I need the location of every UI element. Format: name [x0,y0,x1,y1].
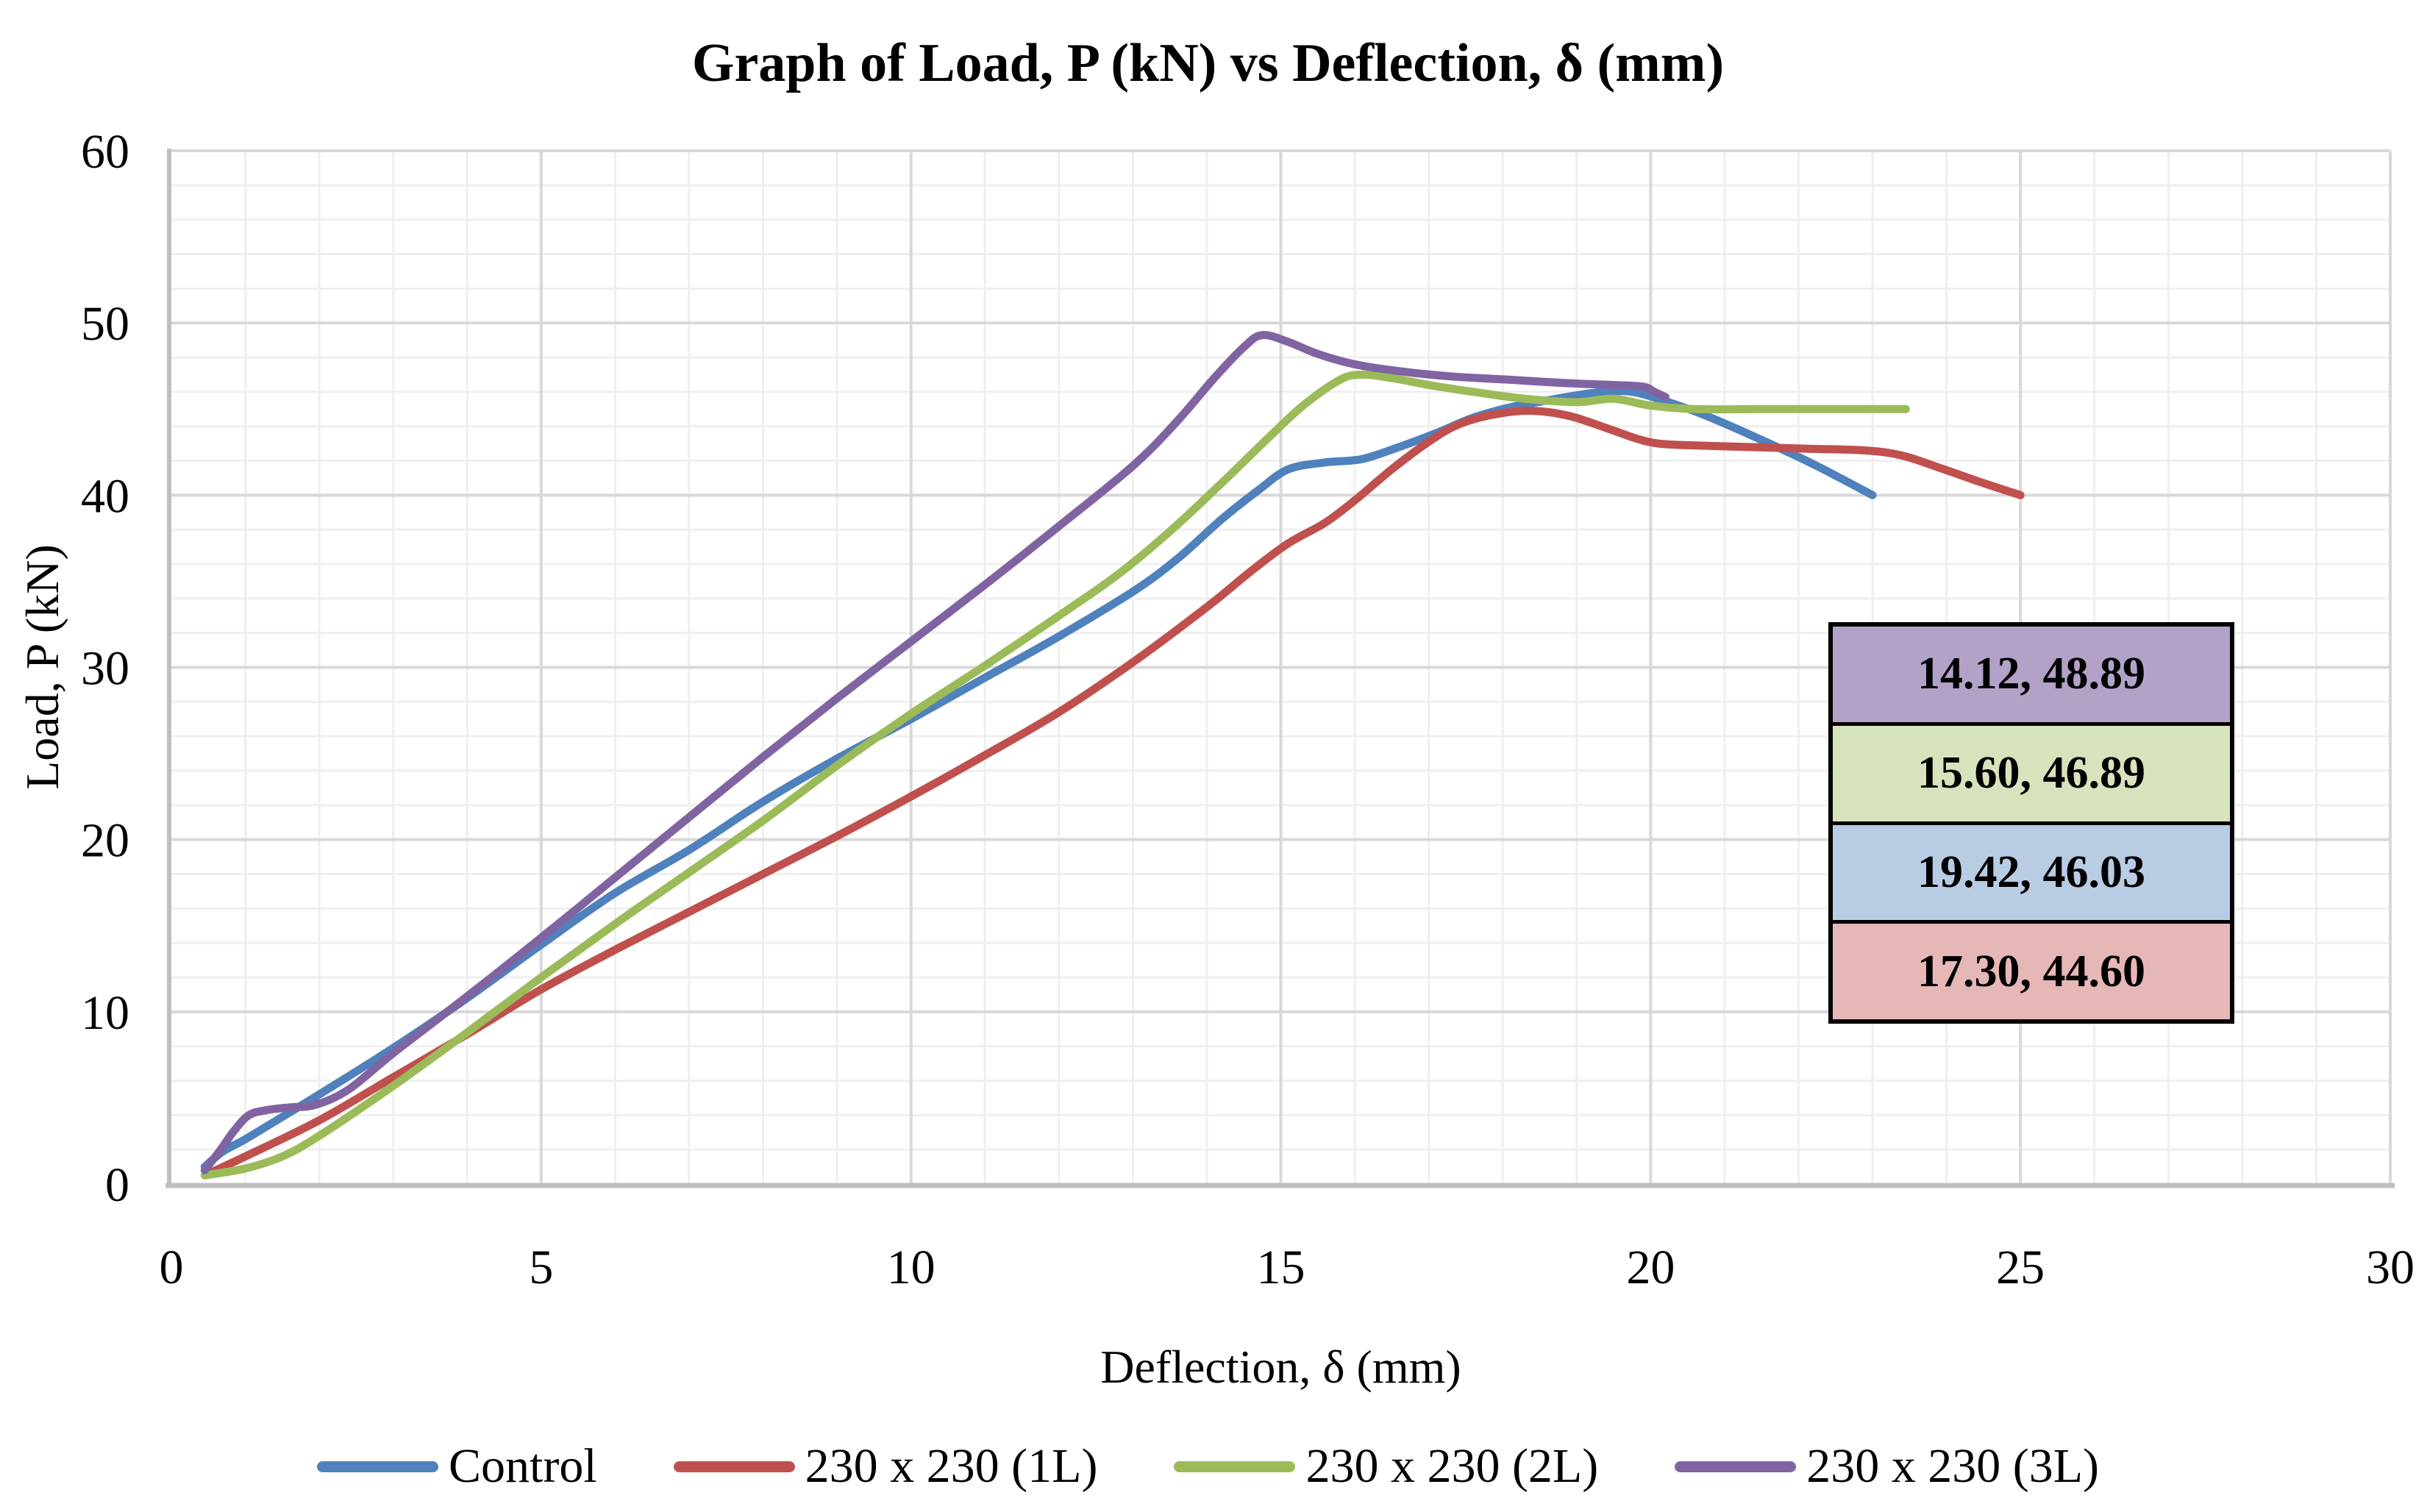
data-label-1l: 17.30, 44.60 [1833,924,2230,1019]
legend-swatch-control [316,1461,438,1472]
legend-swatch-230x230-3l [1675,1461,1797,1472]
x-tick-label: 0 [160,1241,184,1294]
y-tick-label: 60 [81,125,129,179]
legend-label-230x230-3l: 230 x 230 (3L) [1806,1439,2100,1493]
legend-item-control: Control [316,1438,597,1494]
data-label-2l-text: 15.60, 46.89 [1917,748,2145,799]
y-tick-label: 40 [81,469,129,523]
y-tick-label: 30 [81,642,129,696]
y-tick-label: 50 [81,297,129,351]
legend-item-230x230-1l: 230 x 230 (1L) [673,1438,1098,1494]
chart-title: Graph of Load, P (kN) vs Deflection, δ (… [691,33,1725,93]
data-label-2l: 15.60, 46.89 [1833,725,2230,825]
y-tick-label: 20 [81,814,129,868]
x-tick-label: 15 [1257,1241,1305,1294]
legend-swatch-230x230-1l [673,1461,795,1472]
x-tick-label: 20 [1626,1241,1675,1294]
x-axis-title: Deflection, δ (mm) [1100,1341,1461,1393]
series-line-230-x-230-3l [200,330,1670,1174]
legend-label-230x230-2l: 230 x 230 (2L) [1305,1439,1599,1493]
legend-label-230x230-1l: 230 x 230 (1L) [805,1439,1098,1493]
series-line-230-x-230-1l [204,407,2025,1178]
data-label-3l-text: 14.12, 48.89 [1917,649,2145,699]
data-label-control: 19.42, 46.03 [1833,824,2230,924]
legend-item-230x230-2l: 230 x 230 (2L) [1174,1438,1598,1494]
y-tick-label: 0 [105,1158,129,1212]
data-label-box: 14.12, 48.89 15.60, 46.89 19.42, 46.03 1… [1828,622,2234,1024]
data-label-1l-text: 17.30, 44.60 [1917,946,2145,996]
data-label-3l: 14.12, 48.89 [1833,627,2230,726]
x-tick-label: 25 [1996,1241,2045,1294]
series-line-control [200,387,1877,1172]
y-axis-title: Load, P (kN) [16,544,68,790]
x-tick-label: 30 [2366,1241,2415,1294]
x-tick-label: 10 [887,1241,936,1294]
legend-swatch-230x230-2l [1174,1461,1296,1472]
legend-item-230x230-3l: 230 x 230 (3L) [1675,1438,2099,1494]
data-label-control-text: 19.42, 46.03 [1917,846,2145,897]
series-line-230-x-230-2l [200,370,1910,1180]
x-tick-label: 5 [529,1241,553,1294]
legend-label-control: Control [448,1439,597,1493]
y-tick-label: 10 [81,986,129,1040]
legend: Control 230 x 230 (1L) 230 x 230 (2L) 23… [0,1430,2416,1503]
